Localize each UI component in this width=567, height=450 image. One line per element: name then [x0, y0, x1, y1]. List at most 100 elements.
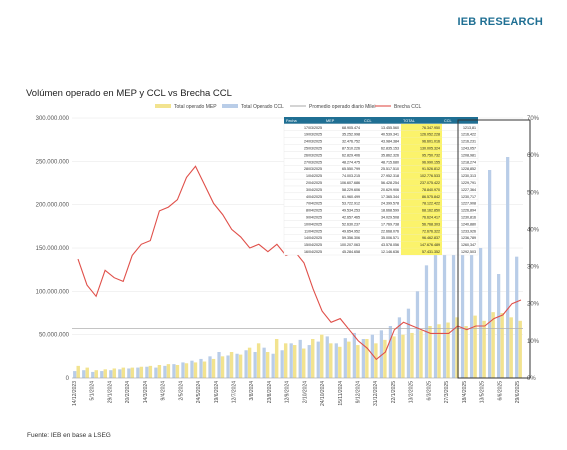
x-tick-label: 9/12/2024	[356, 381, 362, 403]
ccl-bar	[325, 336, 329, 378]
mep-bar	[446, 322, 450, 378]
x-tick-label: 29/6/2025	[515, 381, 521, 403]
table-cell: 3/04/2025	[306, 188, 322, 192]
table-cell: 7/04/2025	[306, 202, 322, 206]
x-tick-label: 6/3/2025	[426, 381, 432, 401]
table-cell: 61.960.499	[342, 195, 360, 199]
table-cell: 78.840.970	[422, 188, 440, 192]
table-cell: 19/03/2025	[304, 133, 322, 137]
table-total-highlight	[401, 213, 442, 221]
y-left-tick-label: 250.000.000	[36, 159, 70, 165]
legend-label: Brecha CCL	[394, 104, 421, 110]
ccl-bar	[478, 248, 483, 378]
ccl-bar	[334, 343, 338, 378]
mep-bar	[518, 320, 522, 378]
table-cell: 1208,981	[461, 153, 476, 157]
table-cell: 35.006.571	[381, 236, 399, 240]
mep-bar	[265, 352, 270, 378]
mep-bar	[374, 343, 378, 378]
mep-bar	[329, 343, 333, 378]
mep-bar	[157, 365, 162, 378]
mep-bar	[274, 339, 279, 378]
table-total-highlight	[401, 199, 442, 207]
ccl-bar	[506, 157, 510, 378]
x-tick-label: 15/11/2024	[338, 381, 344, 406]
ccl-bar	[73, 371, 77, 378]
table-cell: 26/03/2025	[304, 153, 322, 157]
table-cell: 1216,231	[461, 140, 476, 144]
legend-label: Total Operado CCL	[241, 104, 284, 110]
table-cell: 1260,347	[461, 243, 476, 247]
table-total-highlight	[401, 220, 442, 228]
table-header-cell: CCL	[364, 119, 372, 123]
ccl-bar	[307, 345, 311, 378]
table-cell: 12.146.636	[381, 250, 399, 254]
axes: 0 50.000.000 100.000.000 150.000.000 200.000…	[36, 116, 540, 406]
table-cell: 45.284.658	[342, 250, 360, 254]
y-right-tick-label: 30%	[527, 265, 540, 271]
mep-bar	[139, 366, 144, 378]
table-cell: 1227,364	[461, 188, 476, 192]
table-cell: 126.052.228	[420, 133, 440, 137]
table-cell: 91.526.812	[422, 167, 440, 171]
ccl-bar	[262, 347, 266, 378]
mep-bar	[256, 343, 261, 378]
y-left-tick-label: 0	[66, 376, 70, 382]
x-tick-label: 3/8/2024	[249, 381, 255, 401]
table-cell: 35.252.998	[342, 133, 360, 137]
table-cell: 2/04/2025	[306, 181, 322, 185]
table-cell: 9/04/2025	[306, 216, 322, 220]
table-header-cell: Fecha	[286, 119, 297, 123]
table-cell: 96.990.155	[422, 160, 440, 164]
mep-bar	[292, 345, 297, 378]
table-cell: 48.274.475	[342, 160, 360, 164]
mep-bar	[283, 343, 288, 378]
table-cell: 16/04/2025	[304, 250, 322, 254]
mep-bar	[121, 367, 126, 378]
table-cell: 48.715.680	[381, 160, 399, 164]
ccl-bar	[298, 339, 302, 378]
mep-bar	[175, 365, 180, 378]
table-total-highlight	[401, 123, 442, 131]
table-cell: 18.668.599	[381, 209, 399, 213]
y-right-tick-label: 60%	[527, 153, 540, 159]
table-cell: 15/04/2025	[304, 243, 322, 247]
x-tick-label: 23/8/2024	[267, 381, 273, 403]
mep-bar	[247, 347, 252, 378]
ccl-bar	[361, 339, 365, 378]
mep-bar	[437, 324, 441, 378]
table-cell: 24/03/2025	[304, 140, 322, 144]
table-cell: 56.768.303	[422, 222, 440, 226]
table-cell: 100.207.063	[340, 243, 360, 247]
table-cell: 95.750.732	[422, 153, 440, 157]
table-row	[283, 247, 479, 256]
table-cell: 34.029.508	[381, 216, 399, 220]
table-cell: 42.657.465	[342, 216, 360, 220]
data-table: Fecha MEP CCL TOTAL CCL 17/03/2025 68.905.474 1…	[283, 117, 479, 256]
legend: Total operado MEP Total Operado CCL Promed…	[155, 104, 421, 110]
ccl-bar	[163, 365, 167, 378]
table-cell: 58.229.606	[342, 188, 360, 192]
ccl-bar	[109, 370, 113, 378]
mep-bar	[311, 339, 315, 378]
ccl-bar	[181, 362, 185, 378]
table-cell: 62.829.406	[342, 153, 360, 157]
y-right-tick-label: 50%	[527, 190, 540, 196]
table-cell: 43.578.056	[381, 243, 399, 247]
legend-label: Total operado MEP	[174, 104, 217, 110]
ccl-bar	[460, 239, 465, 378]
x-tick-label: 14/3/2024	[143, 381, 149, 403]
ccl-bar	[388, 326, 393, 378]
ccl-bar	[379, 330, 384, 378]
table-cell: 1226,894	[461, 209, 476, 213]
y-left-tick-label: 200.000.000	[36, 203, 70, 209]
ccl-bar	[316, 341, 320, 378]
table-cell: 22.668.076	[381, 229, 399, 233]
ccl-bar	[515, 256, 519, 378]
mep-bar	[347, 341, 351, 378]
table-cell: 65.550.799	[342, 167, 360, 171]
table-cell: 74.003.215	[342, 174, 360, 178]
ccl-bar	[424, 265, 429, 378]
table-total-highlight	[401, 137, 442, 145]
table-total-highlight	[401, 227, 442, 235]
